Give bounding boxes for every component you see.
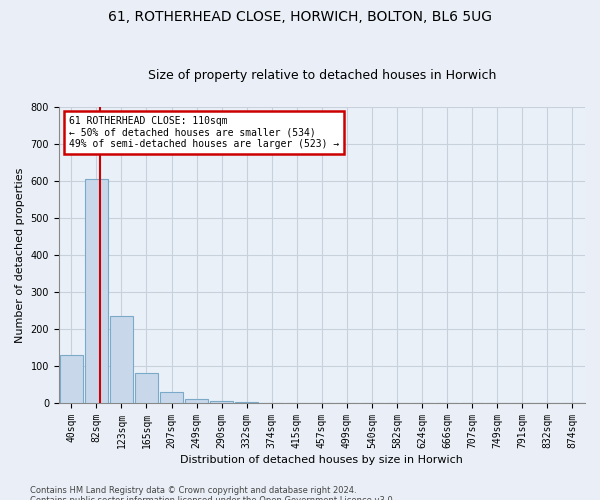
Bar	[110, 316, 133, 403]
Bar	[160, 392, 183, 403]
Text: Contains public sector information licensed under the Open Government Licence v3: Contains public sector information licen…	[30, 496, 395, 500]
X-axis label: Distribution of detached houses by size in Horwich: Distribution of detached houses by size …	[181, 455, 463, 465]
Text: 61 ROTHERHEAD CLOSE: 110sqm
← 50% of detached houses are smaller (534)
49% of se: 61 ROTHERHEAD CLOSE: 110sqm ← 50% of det…	[70, 116, 340, 149]
Text: Contains HM Land Registry data © Crown copyright and database right 2024.: Contains HM Land Registry data © Crown c…	[30, 486, 356, 495]
Bar	[235, 402, 258, 403]
Bar	[185, 400, 208, 403]
Bar	[85, 179, 107, 403]
Bar	[211, 401, 233, 403]
Y-axis label: Number of detached properties: Number of detached properties	[15, 167, 25, 342]
Title: Size of property relative to detached houses in Horwich: Size of property relative to detached ho…	[148, 69, 496, 82]
Bar	[135, 374, 158, 403]
Bar	[60, 355, 83, 403]
Text: 61, ROTHERHEAD CLOSE, HORWICH, BOLTON, BL6 5UG: 61, ROTHERHEAD CLOSE, HORWICH, BOLTON, B…	[108, 10, 492, 24]
